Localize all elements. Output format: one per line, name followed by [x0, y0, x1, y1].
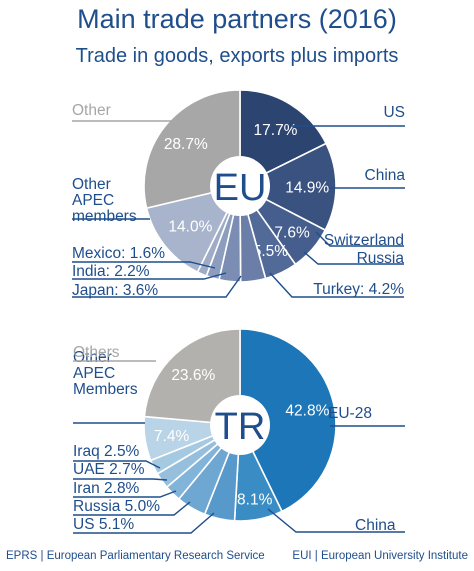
pie-eu: 17.7% 14.9% 7.6% 5.5% 14.0% 28.7% EU US China Swi… [72, 89, 406, 299]
slice-label: Iraq 2.5% [73, 443, 140, 460]
pie-center [210, 395, 270, 455]
slice-value-label: 42.8% [285, 403, 329, 420]
leader-line [269, 272, 404, 298]
pie-center-label: TR [215, 406, 266, 448]
slice-label: China [355, 517, 396, 534]
leader-line [73, 512, 215, 534]
footer-source-left: EPRS | European Parliamentary Research S… [6, 550, 265, 562]
leader-line [73, 501, 191, 516]
pie-slice-other-apec-members [145, 184, 242, 274]
chart-title: Main trade partners (2016) [77, 4, 397, 34]
pie-slice-others [143, 328, 241, 426]
pie-tr: 42.8% 8.1% 7.4% 23.6% TR EU-28 China US 5.1%Rus… [73, 328, 405, 534]
slice-value-label: 28.7% [164, 136, 208, 153]
slice-value-label: 5.5% [253, 243, 289, 260]
leader-line [72, 275, 242, 298]
slice-value-label: 17.7% [254, 122, 298, 139]
slice-value-label: 7.4% [154, 428, 190, 445]
leader-line [73, 478, 168, 481]
pie-center [210, 156, 270, 216]
chart-subtitle: Trade in goods, exports plus imports [75, 45, 399, 67]
slice-label: Others [73, 344, 120, 361]
slice-label: EU-28 [328, 405, 372, 422]
pie-center-label: EU [214, 167, 267, 209]
slice-label: Other APEC Members [73, 349, 138, 398]
leader-line [72, 272, 227, 280]
slice-label: US [383, 104, 405, 121]
slice-label: Other APEC members [72, 176, 137, 225]
leader-line [315, 231, 404, 247]
leader-line [72, 261, 216, 269]
slice-label: Russia 5.0% [73, 498, 160, 515]
slice-value-label: 23.6% [171, 367, 215, 384]
slice-label: US 5.1% [73, 516, 134, 533]
slice-label: Japan: 3.6% [72, 282, 158, 299]
slice-label: Other [72, 102, 111, 119]
slice-label: China [365, 167, 406, 184]
leader-line [267, 508, 405, 533]
footer-source-right: EUI | European University Institute [292, 550, 468, 562]
slice-label: Switzerland [324, 232, 404, 249]
slice-label: Turkey: 4.2% [313, 281, 404, 298]
slice-label: Russia [357, 250, 405, 267]
slice-value-label: 8.1% [237, 491, 273, 508]
slice-label: UAE 2.7% [73, 461, 145, 478]
leader-line [73, 460, 161, 469]
leader-line [73, 490, 177, 498]
slice-label: Iran 2.8% [73, 480, 140, 497]
pie-slice-us [239, 89, 328, 188]
slice-value-label: 14.0% [168, 219, 212, 236]
pie-slice-eu-28 [239, 328, 337, 513]
slice-value-label: 14.9% [285, 180, 329, 197]
slice-value-label: 7.6% [274, 224, 310, 241]
slice-label: Mexico: 1.6% [72, 245, 165, 262]
slice-label: India: 2.2% [72, 263, 150, 280]
pie-slice-china [238, 142, 337, 232]
leader-line [303, 251, 404, 265]
